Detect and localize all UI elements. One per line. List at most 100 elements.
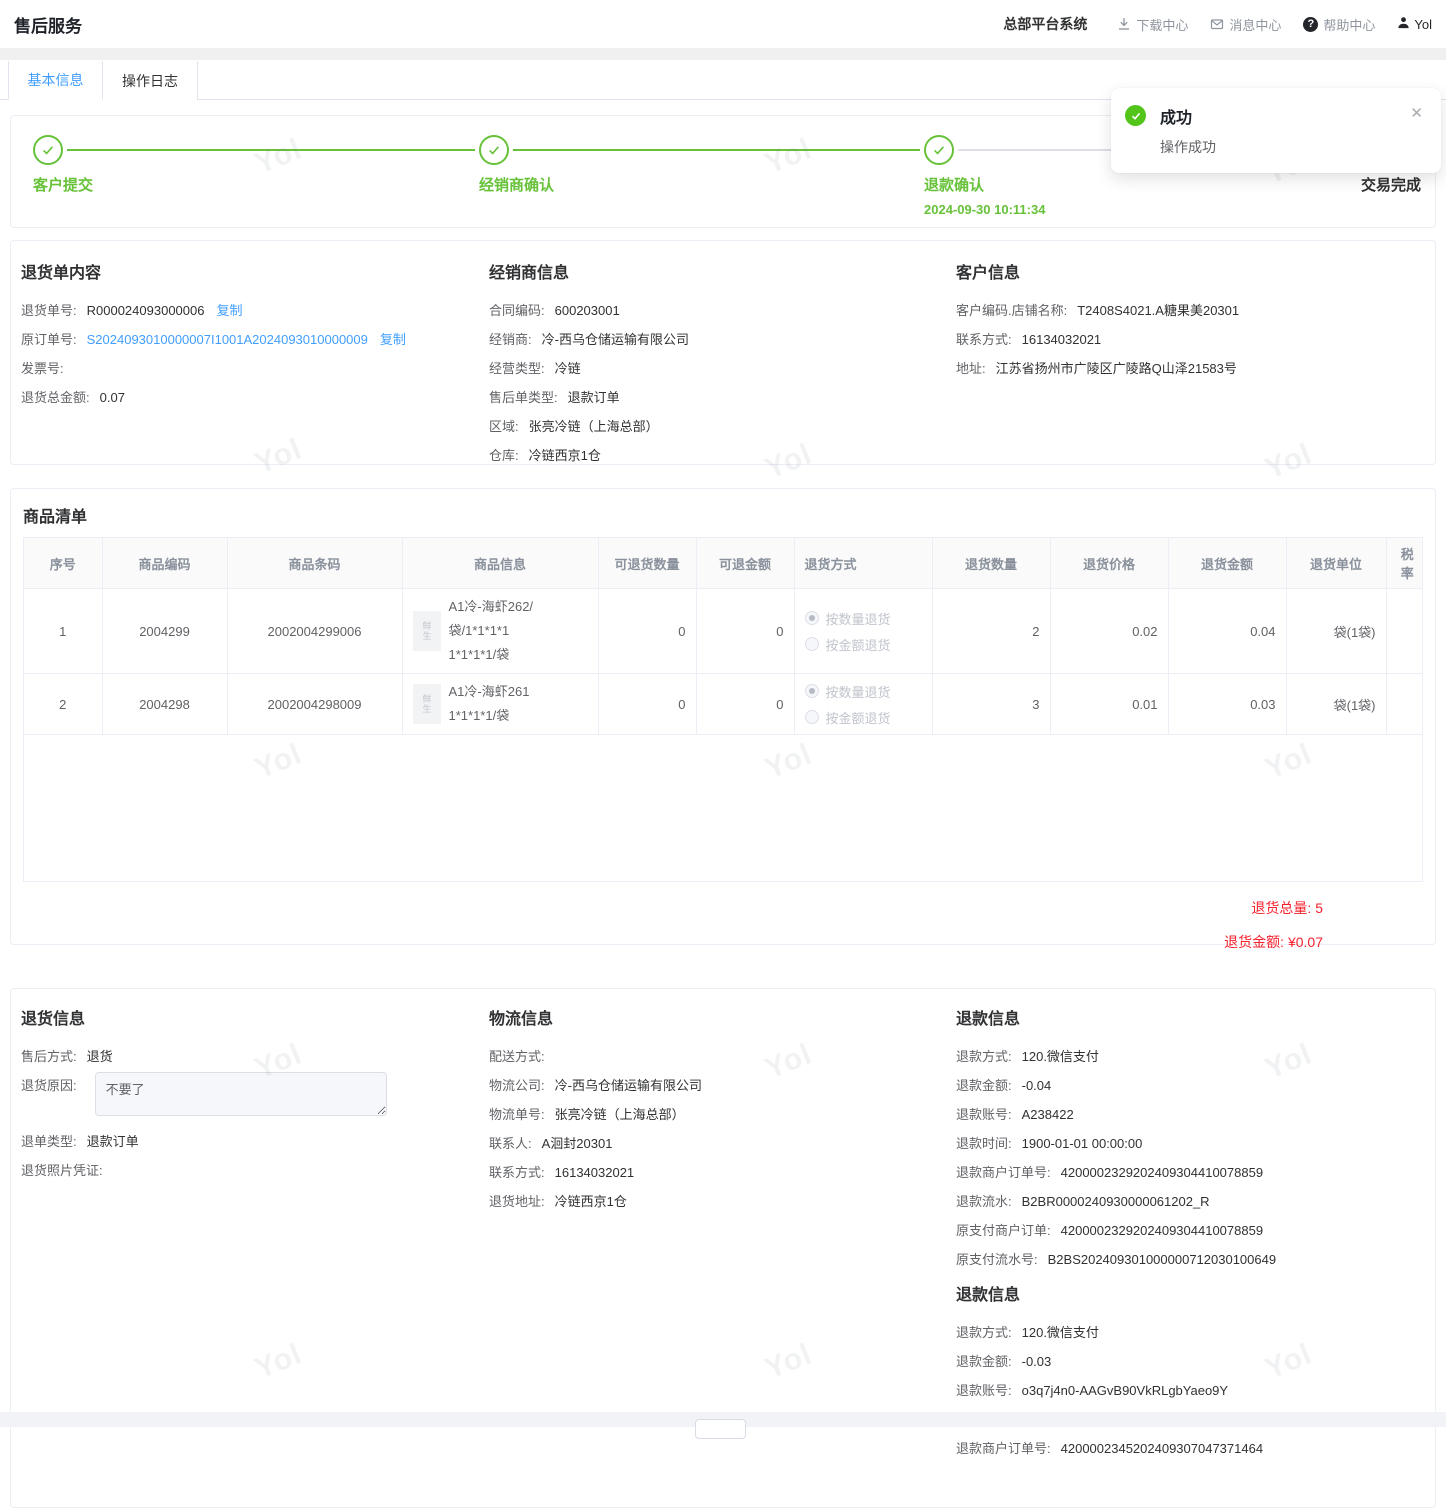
- field-value: T2408S4021.A糖果美20301: [1077, 303, 1240, 318]
- radio-label: 按金额退货: [825, 637, 891, 653]
- field-value: 退款订单: [86, 1134, 139, 1149]
- field-label: 联系方式:: [489, 1165, 545, 1180]
- cell-qty: 2: [932, 588, 1051, 674]
- total-amount-value: ¥0.07: [1287, 934, 1323, 950]
- radio-unchecked-icon: [804, 710, 819, 724]
- field-label: 物流单号:: [489, 1107, 545, 1122]
- field-value: 张亮冷链（上海总部）: [554, 1107, 685, 1122]
- toast-close-icon[interactable]: ✕: [1410, 105, 1423, 122]
- original-order-link[interactable]: S2024093010000007I1001A2024093010000009: [86, 332, 368, 347]
- cell-unit: 袋(1袋): [1286, 673, 1387, 735]
- tab-basic-info[interactable]: 基本信息: [8, 61, 103, 100]
- section-title: 客户信息: [956, 265, 1021, 282]
- field-label: 售后单类型:: [489, 390, 558, 405]
- product-name-line1: A1冷-海虾261: [448, 684, 530, 699]
- message-center-link[interactable]: 消息中心: [1210, 15, 1281, 34]
- step-desc-refund-time: 2024-09-30 10:11:34: [924, 202, 1046, 217]
- toast-message: 操作成功: [1160, 139, 1216, 155]
- section-title: 退货信息: [21, 1011, 86, 1028]
- col-header: 退货价格: [1050, 538, 1169, 589]
- product-table: 序号 商品编码 商品条码 商品信息 可退货数量 可退金额 退货方式 退货数量 退…: [23, 537, 1423, 882]
- field-label: 地址:: [956, 361, 986, 376]
- download-center-link[interactable]: 下载中心: [1117, 15, 1188, 34]
- section-title: 物流信息: [489, 1011, 554, 1028]
- step-title-dealer-confirm: 经销商确认: [479, 177, 555, 194]
- radio-return-by-amount[interactable]: 按金额退货: [804, 635, 922, 654]
- table-row: 1 2004299 2002004299006 鲜生 A1冷-海虾262/袋/1…: [24, 588, 1422, 674]
- product-thumbnail: 鲜生: [412, 611, 441, 651]
- cell-returnable-amount: 0: [696, 588, 795, 674]
- total-amount-label: 退货金额:: [1224, 934, 1285, 950]
- col-header: 税率: [1386, 538, 1422, 589]
- divider-strip: [0, 48, 1446, 60]
- field-label: 经销商:: [489, 332, 532, 347]
- footer-button-partial[interactable]: [695, 1419, 746, 1439]
- cell-code: 2004298: [102, 673, 228, 735]
- radio-checked-icon: [804, 684, 819, 698]
- order-info-card: 退货单内容 退货单号: R000024093000006 复制 原订单号: S2…: [10, 240, 1436, 465]
- cell-amount: 0.03: [1168, 673, 1287, 735]
- section-title: 退货单内容: [21, 265, 102, 282]
- cell-price: 0.02: [1050, 588, 1169, 674]
- step-line: [67, 149, 475, 151]
- copy-button[interactable]: 复制: [379, 332, 406, 347]
- success-check-icon: [1125, 105, 1146, 126]
- cell-returnable-qty: 0: [598, 588, 697, 674]
- field-value: 张亮冷链（上海总部）: [528, 419, 659, 434]
- section-title: 退款信息: [956, 1011, 1021, 1028]
- step-line: [513, 149, 920, 151]
- field-label: 区域:: [489, 419, 519, 434]
- field-value: -0.04: [1021, 1078, 1052, 1093]
- cell-qty: 3: [932, 673, 1051, 735]
- field-value: 冷链西京1仓: [554, 1194, 627, 1209]
- radio-return-by-qty[interactable]: 按数量退货: [804, 682, 922, 701]
- col-header: 序号: [24, 538, 103, 589]
- radio-return-by-qty[interactable]: 按数量退货: [804, 609, 922, 628]
- table-totals: 退货总量: 5 退货金额: ¥0.07: [23, 898, 1423, 952]
- radio-label: 按数量退货: [825, 611, 891, 627]
- field-label: 退款商户订单号:: [956, 1165, 1051, 1180]
- radio-label: 按金额退货: [825, 710, 891, 726]
- return-reason-textarea[interactable]: [94, 1072, 387, 1116]
- top-bar: 售后服务 总部平台系统 下载中心 消息中心 ? 帮助中心 Yol: [0, 0, 1446, 48]
- toast-body: 成功 操作成功: [1160, 104, 1408, 157]
- field-label: 原支付流水号:: [956, 1252, 1038, 1267]
- field-value: 16134032021: [1021, 332, 1102, 347]
- field-label: 退款金额:: [956, 1078, 1012, 1093]
- help-center-link[interactable]: ? 帮助中心: [1303, 15, 1375, 34]
- field-value: A洄封20301: [541, 1136, 613, 1151]
- field-label: 退款流水:: [956, 1194, 1012, 1209]
- section-title: 商品清单: [23, 509, 88, 526]
- tab-operation-log[interactable]: 操作日志: [103, 61, 198, 100]
- col-header: 退货单位: [1286, 538, 1387, 589]
- user-menu[interactable]: Yol: [1397, 16, 1432, 32]
- field-value: 120.微信支付: [1021, 1049, 1099, 1064]
- field-label: 合同编码:: [489, 303, 545, 318]
- download-icon: [1117, 17, 1131, 31]
- product-name-line1: A1冷-海虾262/袋/1*1*1*1: [448, 599, 534, 638]
- col-header: 商品编码: [102, 538, 228, 589]
- field-label: 退货照片凭证:: [21, 1163, 103, 1178]
- field-value: o3q7j4n0-AAGvB90VkRLgbYaeo9Y: [1021, 1383, 1229, 1398]
- cell-tax: [1386, 673, 1422, 735]
- user-name: Yol: [1414, 16, 1432, 32]
- field-label: 退款账号:: [956, 1107, 1012, 1122]
- field-label: 售后方式:: [21, 1049, 77, 1064]
- cell-unit: 袋(1袋): [1286, 588, 1387, 674]
- field-value: 江苏省扬州市广陵区广陵路Q山泽21583号: [995, 361, 1237, 376]
- customer-section: 客户信息 客户编码.店铺名称: T2408S4021.A糖果美20301 联系方式…: [956, 259, 1415, 477]
- field-label: 原订单号:: [21, 332, 77, 347]
- cell-tax: [1386, 588, 1422, 674]
- field-label: 退单类型:: [21, 1134, 77, 1149]
- field-label: 联系人:: [489, 1136, 532, 1151]
- field-label: 退款方式:: [956, 1049, 1012, 1064]
- total-quantity: 退货总量: 5: [23, 898, 1323, 918]
- field-value: 4200002345202409307047371464: [1060, 1441, 1264, 1456]
- cell-barcode: 2002004298009: [227, 673, 403, 735]
- copy-button[interactable]: 复制: [216, 303, 243, 318]
- product-name-line2: 1*1*1*1/袋: [448, 647, 510, 662]
- radio-return-by-amount[interactable]: 按金额退货: [804, 708, 922, 727]
- return-order-no: R000024093000006: [86, 303, 205, 318]
- footer-strip: [0, 1412, 1446, 1439]
- cell-code: 2004299: [102, 588, 228, 674]
